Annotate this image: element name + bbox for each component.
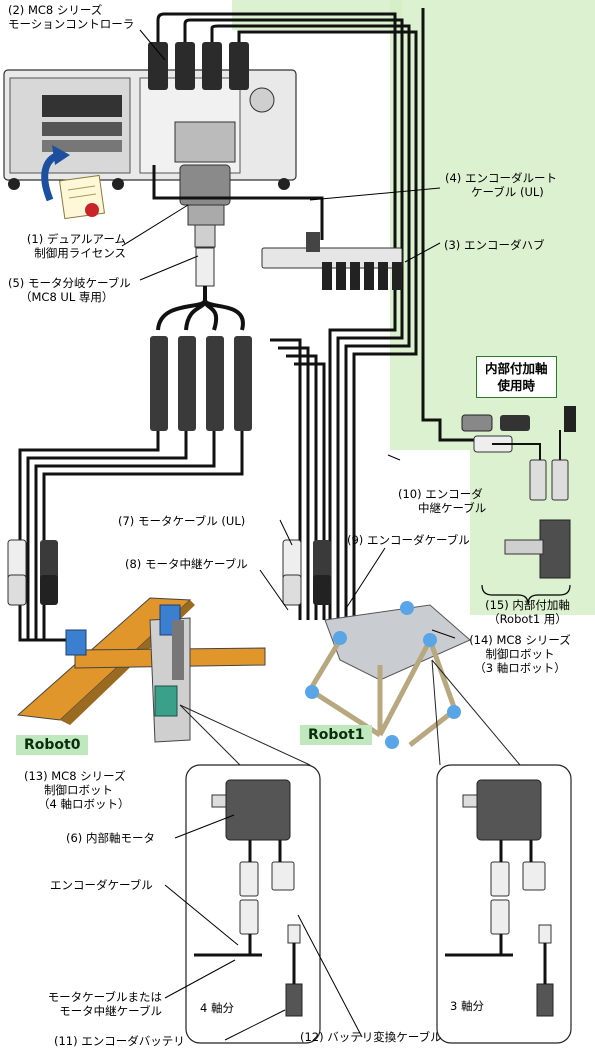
detail-4axis-contents	[194, 779, 303, 1017]
main-motor-connector	[179, 164, 231, 248]
label-line: ケーブル (UL)	[471, 185, 544, 199]
label-line: (2) MC8 シリーズ	[8, 3, 103, 17]
label-line: (15) 内部付加軸	[485, 598, 570, 612]
label-line: （4 軸ロボット）	[38, 797, 130, 811]
label-dual-arm-license: (1) デュアルアーム 制御用ライセンス	[8, 232, 126, 260]
label-line: 中継ケーブル	[418, 501, 487, 515]
label-line: (14) MC8 シリーズ	[469, 633, 571, 647]
detail-3axis-contents	[445, 779, 554, 1017]
encoder-route-cable	[152, 165, 324, 240]
robot0-gantry	[16, 597, 266, 743]
robot1-parallel	[305, 601, 471, 749]
label-motor-or-relay-cable: モータケーブルまたは モータ中継ケーブル	[20, 990, 162, 1018]
label-internal-axis-motor: (6) 内部軸モータ	[66, 831, 155, 845]
leader-lines	[121, 29, 456, 1041]
relay-connectors-robot1	[282, 539, 331, 606]
motor-cables	[18, 338, 326, 642]
label-line: モーションコントローラ	[8, 17, 135, 31]
internal-axis-bracket	[481, 584, 571, 605]
label-encoder-battery: (11) エンコーダバッテリ	[54, 1034, 185, 1048]
label-line: 内部付加軸	[485, 361, 548, 376]
label-line: (13) MC8 シリーズ	[24, 769, 126, 783]
label-motor-cable-ul: (7) モータケーブル (UL)	[118, 514, 246, 528]
motion-controller	[3, 69, 297, 190]
robot1-tag: Robot1	[300, 725, 373, 745]
label-four-axis: 4 軸分	[200, 1001, 234, 1015]
label-line: モータケーブルまたは	[47, 990, 162, 1004]
label-encoder-route-cable: (4) エンコーダルート ケーブル (UL)	[445, 171, 557, 199]
license-certificate	[58, 174, 106, 220]
label-encoder-cable-9: (9) エンコーダケーブル	[347, 533, 470, 547]
label-line: (1) デュアルアーム	[26, 232, 126, 246]
label-line: 制御用ライセンス	[34, 246, 126, 260]
label-mc8-robot-3axis: (14) MC8 シリーズ 制御ロボット （3 軸ロボット）	[455, 633, 585, 675]
robot0-tag: Robot0	[16, 735, 89, 755]
label-internal-axis-usage: 内部付加軸 使用時	[476, 356, 557, 398]
label-line: （Robot1 用）	[488, 612, 567, 626]
relay-connectors-robot0	[7, 539, 58, 606]
internal-added-axis-motor	[461, 406, 576, 579]
label-line: モータ中継ケーブル	[59, 1004, 162, 1018]
label-encoder-relay-cable: (10) エンコーダ 中継ケーブル	[398, 487, 486, 515]
label-line: (10) エンコーダ	[398, 487, 483, 501]
label-encoder-hub: (3) エンコーダハブ	[444, 238, 545, 252]
label-internal-added-axis: (15) 内部付加軸 （Robot1 用）	[470, 598, 585, 626]
motor-connectors	[148, 42, 249, 90]
encoder-cable-bundle	[156, 8, 480, 620]
label-line: (5) モータ分岐ケーブル	[8, 276, 131, 290]
label-line: （3 軸ロボット）	[474, 661, 566, 675]
label-line: 制御ロボット	[44, 783, 113, 797]
label-motor-relay-cable: (8) モータ中継ケーブル	[125, 557, 248, 571]
label-three-axis: 3 軸分	[450, 999, 484, 1013]
label-line: (4) エンコーダルート	[445, 171, 557, 185]
encoder-hub	[261, 232, 403, 290]
label-mc8-robot-4axis: (13) MC8 シリーズ 制御ロボット （4 軸ロボット）	[24, 769, 129, 811]
label-battery-conversion-cable: (12) バッテリ変換ケーブル	[300, 1030, 442, 1044]
label-line: （MC8 UL 専用）	[20, 290, 114, 304]
label-encoder-cable: エンコーダケーブル	[50, 878, 153, 892]
label-motor-branch-cable: (5) モータ分岐ケーブル （MC8 UL 専用）	[8, 276, 131, 304]
label-mc8-controller: (2) MC8 シリーズ モーションコントローラ	[8, 3, 134, 31]
motor-branch-cable	[150, 247, 252, 431]
label-line: 使用時	[497, 378, 536, 393]
label-line: 制御ロボット	[485, 647, 555, 661]
